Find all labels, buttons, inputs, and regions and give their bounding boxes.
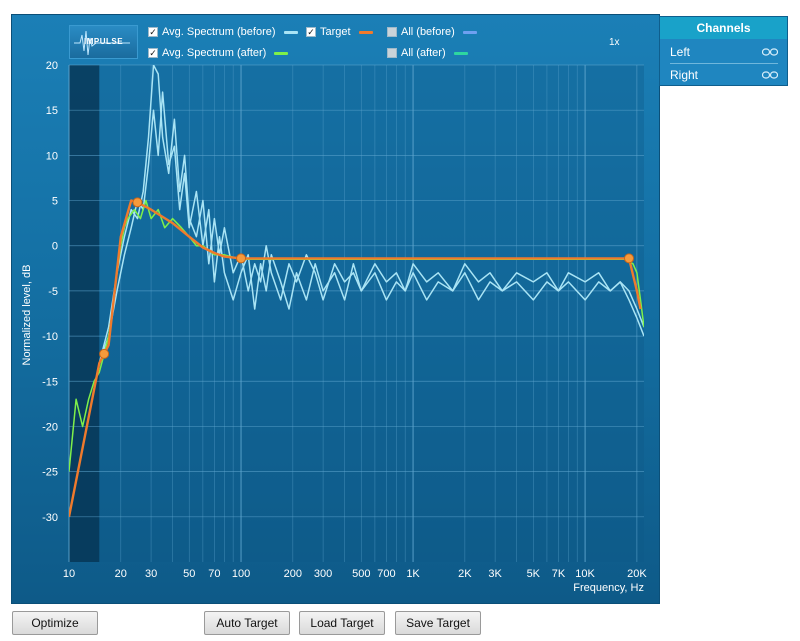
legend-avg-before[interactable]: ✓ Avg. Spectrum (before) (148, 24, 298, 40)
channel-divider (670, 63, 778, 64)
y-tick-label: -25 (42, 467, 58, 479)
channels-title: Channels (660, 17, 787, 39)
legend-all-after[interactable]: ✓ All (after) (387, 45, 468, 61)
load-target-button[interactable]: Load Target (299, 611, 385, 635)
x-tick-label: 10 (63, 568, 75, 580)
legend-all-before[interactable]: ✓ All (before) (387, 24, 477, 40)
x-tick-label: 7K (552, 568, 566, 580)
x-tick-label: 200 (284, 568, 302, 580)
logo-text: IMPULSE (84, 37, 124, 46)
x-axis-label: Frequency, Hz (573, 582, 644, 594)
channels-panel: Channels Left Right (659, 16, 788, 86)
x-tick-label: 20K (627, 568, 647, 580)
y-tick-label: -20 (42, 421, 58, 433)
link-icon[interactable] (762, 48, 778, 56)
x-tick-label: 5K (527, 568, 541, 580)
checkbox-all-before[interactable]: ✓ (387, 27, 397, 37)
channel-item-right[interactable]: Right (670, 65, 778, 85)
y-tick-label: 20 (46, 60, 58, 72)
y-tick-label: 10 (46, 150, 58, 162)
x-tick-label: 20 (115, 568, 127, 580)
series-line-1 (98, 91, 644, 364)
auto-target-button[interactable]: Auto Target (204, 611, 290, 635)
legend-avg-after[interactable]: ✓ Avg. Spectrum (after) (148, 45, 289, 61)
y-tick-label: -30 (42, 512, 58, 524)
swatch-all-before (462, 30, 477, 34)
x-tick-label: 300 (314, 568, 332, 580)
save-target-button[interactable]: Save Target (395, 611, 481, 635)
waveform-logo-icon (74, 30, 130, 56)
checkbox-avg-after[interactable]: ✓ (148, 48, 158, 58)
plot-area (69, 65, 644, 562)
x-tick-label: 3K (488, 568, 502, 580)
legend-target[interactable]: ✓ Target (306, 24, 373, 40)
excluded-band (69, 65, 100, 562)
target-handles[interactable] (99, 197, 635, 359)
swatch-target (358, 30, 373, 34)
checkbox-avg-before[interactable]: ✓ (148, 27, 158, 37)
axis-ticks: 10 20 30 50 70 100 200 300 500 700 1K 2K 3K 5K 7K 10K 20… (42, 60, 647, 580)
optimize-button[interactable]: Optimize (12, 611, 98, 635)
legend-target-label: Target (320, 26, 351, 38)
swatch-all-after (453, 51, 468, 55)
target-handle[interactable] (132, 197, 143, 208)
x-tick-label: 700 (377, 568, 395, 580)
swatch-avg-after (274, 51, 289, 55)
legend-all-before-label: All (before) (401, 26, 455, 38)
y-tick-label: 5 (52, 196, 58, 208)
impulse-logo: IMPULSE (69, 25, 138, 59)
swatch-avg-before (283, 30, 298, 34)
channel-right-label: Right (670, 68, 699, 82)
x-tick-label: 70 (208, 568, 220, 580)
y-tick-label: -5 (48, 286, 58, 298)
y-tick-label: -15 (42, 376, 58, 388)
y-tick-label: -10 (42, 331, 58, 343)
y-axis-label: Normalized level, dB (21, 265, 33, 366)
legend-all-after-label: All (after) (401, 47, 446, 59)
checkbox-all-after[interactable]: ✓ (387, 48, 397, 58)
x-tick-label: 1K (406, 568, 420, 580)
channel-item-left[interactable]: Left (670, 42, 778, 62)
grid (68, 64, 644, 562)
target-handle[interactable] (99, 348, 110, 359)
link-icon[interactable] (762, 71, 778, 79)
frequency-response-chart[interactable]: 10 20 30 50 70 100 200 300 500 700 1K 2K 3K 5K 7K 10K 20… (12, 15, 659, 603)
y-tick-label: 0 (52, 241, 58, 253)
x-tick-label: 50 (183, 568, 195, 580)
series-layer (69, 65, 644, 518)
target-handle[interactable] (236, 253, 247, 264)
x-tick-label: 30 (145, 568, 157, 580)
x-tick-label: 2K (458, 568, 472, 580)
spectrum-panel: 10 20 30 50 70 100 200 300 500 700 1K 2K 3K 5K 7K 10K 20… (11, 14, 660, 604)
legend-avg-before-label: Avg. Spectrum (before) (162, 26, 276, 38)
y-tick-label: 15 (46, 105, 58, 117)
checkbox-target[interactable]: ✓ (306, 27, 316, 37)
x-tick-label: 10K (575, 568, 595, 580)
x-tick-label: 500 (352, 568, 370, 580)
x-tick-label: 100 (232, 568, 250, 580)
series-line-0 (98, 65, 644, 364)
channel-left-label: Left (670, 45, 691, 59)
zoom-level[interactable]: 1x (609, 37, 620, 48)
series-line-3 (69, 199, 642, 518)
target-handle[interactable] (624, 253, 635, 264)
legend-avg-after-label: Avg. Spectrum (after) (162, 47, 267, 59)
